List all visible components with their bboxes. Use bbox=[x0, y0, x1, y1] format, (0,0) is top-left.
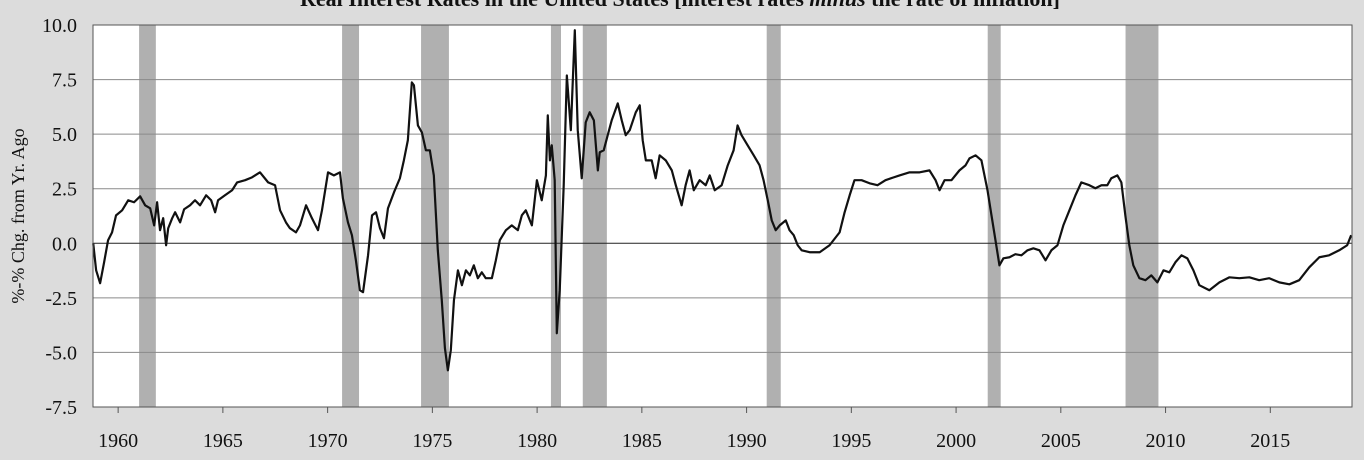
x-tick-label: 1980 bbox=[517, 430, 557, 452]
recession-band bbox=[342, 25, 360, 407]
y-axis-label: %-% Chg. from Yr. Ago bbox=[8, 128, 28, 303]
chart-title: Real Interest Rates in the United States… bbox=[300, 0, 1060, 11]
title-part: the rate of inflation] bbox=[866, 0, 1060, 11]
recession-band bbox=[139, 25, 156, 407]
x-tick-label: 2005 bbox=[1041, 430, 1081, 452]
y-tick-label: 10.0 bbox=[42, 15, 77, 37]
line-layer bbox=[92, 29, 1353, 372]
x-tick-label: 1975 bbox=[412, 430, 452, 452]
recession-band bbox=[1125, 25, 1159, 407]
y-tick-label: 0.0 bbox=[52, 233, 77, 255]
x-tick-label: 1995 bbox=[831, 430, 871, 452]
y-tick-label: 2.5 bbox=[52, 179, 77, 201]
data-line bbox=[92, 29, 1353, 372]
x-tick-label: 2000 bbox=[936, 430, 976, 452]
y-tick-label: -2.5 bbox=[45, 288, 77, 310]
recession-band bbox=[766, 25, 781, 407]
y-tick-label: 5.0 bbox=[52, 124, 77, 146]
y-tick-label: -7.5 bbox=[45, 397, 77, 419]
x-tick-label: 1985 bbox=[622, 430, 662, 452]
title-part: minus bbox=[809, 0, 865, 11]
plot-border bbox=[92, 24, 1353, 408]
x-tick-label: 1965 bbox=[203, 430, 243, 452]
y-tick-label: 7.5 bbox=[52, 70, 77, 92]
x-tick-label: 2015 bbox=[1250, 430, 1290, 452]
recession-band bbox=[987, 25, 1001, 407]
recession-band bbox=[582, 25, 607, 407]
x-tick-label: 1990 bbox=[727, 430, 767, 452]
y-tick-label: -5.0 bbox=[45, 342, 77, 364]
x-tick-label: 2010 bbox=[1146, 430, 1186, 452]
x-tick-label: 1970 bbox=[308, 430, 348, 452]
x-tick-label: 1960 bbox=[98, 430, 138, 452]
title-part: Real Interest Rates in the United States… bbox=[300, 0, 809, 11]
